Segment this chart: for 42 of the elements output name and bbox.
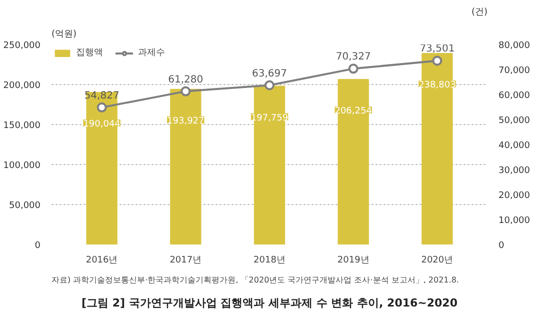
legend-label: 과제수 <box>138 47 165 59</box>
data-label: 70,327 <box>336 52 371 63</box>
point <box>96 102 107 112</box>
data-label: 197,759 <box>250 113 288 124</box>
legend-label: 집행액 <box>76 47 103 59</box>
data-label: 73,501 <box>420 44 455 55</box>
data-label: 238,803 <box>418 80 456 90</box>
y2-tick-label: 50,000 <box>498 116 530 126</box>
bar <box>170 88 202 244</box>
x-tick-label: 2018년 <box>254 256 286 266</box>
y-tick-label: 100,000 <box>3 161 41 171</box>
x-tick-label: 2016년 <box>86 256 118 266</box>
data-label: 193,927 <box>167 116 204 126</box>
data-label: 206,254 <box>334 106 372 116</box>
y2-tick-label: 70,000 <box>498 66 530 76</box>
data-label: 190,044 <box>83 119 121 130</box>
y2-tick-label: 10,000 <box>498 216 530 226</box>
y2-axis-title: (건) <box>471 8 488 18</box>
y2-tick-label: 0 <box>498 241 504 251</box>
point <box>348 64 358 74</box>
y2-tick-label: 20,000 <box>498 191 530 201</box>
data-label: 63,697 <box>252 68 288 80</box>
bar <box>254 86 286 244</box>
point <box>264 80 274 90</box>
point <box>432 56 442 66</box>
data-label: 61,280 <box>168 74 204 86</box>
y-tick-label: 0 <box>34 241 41 251</box>
y-tick-label: 250,000 <box>3 41 41 51</box>
y2-tick-label: 40,000 <box>498 141 530 151</box>
y-tick-label: 150,000 <box>3 121 41 131</box>
point <box>180 86 191 96</box>
x-tick-label: 2019년 <box>337 256 370 266</box>
x-tick-label: 2017년 <box>170 256 202 266</box>
y-tick-label: 200,000 <box>3 81 41 91</box>
text: 자료) 과학기술정보통신부·한국과학기술기획평가원, 「2020년도 국가연구개발사업 조사·분석 보고서」, 2021.8. <box>52 276 459 284</box>
text: [그림 2] 국가연구개발사업 집행액과 세부과제 수 변화 추이, 2016~2020 <box>82 296 458 310</box>
y2-tick-label: 60,000 <box>498 91 530 101</box>
x-tick-label: 2020년 <box>421 256 454 266</box>
y2-tick-label: 80,000 <box>498 41 530 51</box>
y-axis-title: (억원) <box>52 30 77 40</box>
y-tick-label: 50,000 <box>9 201 41 211</box>
y2-tick-label: 30,000 <box>498 166 530 176</box>
